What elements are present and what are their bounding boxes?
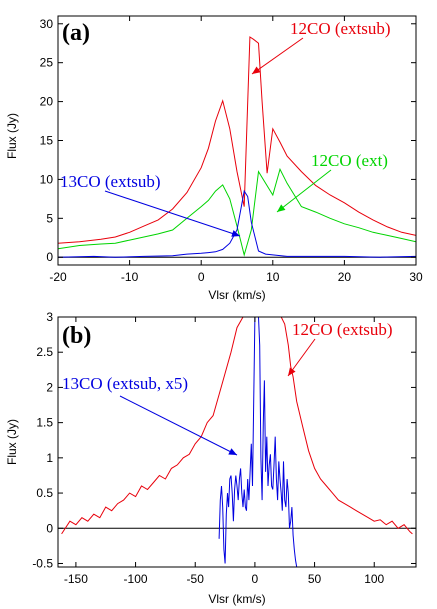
arrow-head xyxy=(252,66,261,74)
arrow-head xyxy=(277,204,286,212)
series-line-13co-extsub xyxy=(58,189,416,258)
x-tick-label: 50 xyxy=(308,572,322,586)
x-tick-label: 0 xyxy=(252,572,259,586)
series-line-12co-extsub xyxy=(58,36,416,244)
y-tick-label: 0.5 xyxy=(36,486,53,500)
y-tick-label: 5 xyxy=(46,211,53,225)
series-line-13co-extsub-x5 xyxy=(218,317,298,567)
annotation-label: 12CO (ext) xyxy=(311,151,388,170)
x-tick-label: 30 xyxy=(409,270,423,284)
y-tick-label: 2 xyxy=(46,380,53,394)
annotation-arrow xyxy=(276,169,332,213)
y-tick-label: 0 xyxy=(46,250,53,264)
y-tick-label: -0.5 xyxy=(32,556,53,570)
x-tick-label: -100 xyxy=(124,572,148,586)
x-axis-label: Vlsr (km/s) xyxy=(208,288,265,302)
y-tick-label: 1 xyxy=(46,451,53,465)
y-axis-label: Flux (Jy) xyxy=(5,113,19,159)
annotation-label: 12CO (extsub) xyxy=(292,320,393,339)
x-tick-label: -150 xyxy=(64,572,88,586)
y-axis-label: Flux (Jy) xyxy=(5,419,19,465)
series-line-12co-ext xyxy=(58,167,416,257)
chart-panel-b: -0.5 0 0.5 1 1.5 2 2.5 3 -150 -100 -50 0 50 100 Vlsr (… xyxy=(5,310,417,606)
y-tick-label: 2.5 xyxy=(36,345,53,359)
y-tick-label: 30 xyxy=(40,17,54,31)
annotation-arrow xyxy=(251,37,304,75)
y-tick-label: 25 xyxy=(40,56,54,70)
plot-frame xyxy=(57,316,417,568)
x-tick-label: 20 xyxy=(338,270,352,284)
x-tick-label: 0 xyxy=(198,270,205,284)
annotation-label: 12CO (extsub) xyxy=(290,19,391,38)
y-tick-label: 15 xyxy=(40,134,54,148)
annotation-arrow xyxy=(104,190,241,237)
annotation-label: 13CO (extsub, x5) xyxy=(62,374,188,393)
arrow-head xyxy=(288,367,296,376)
annotation-arrow xyxy=(119,395,238,456)
annotation-label: 13CO (extsub) xyxy=(60,172,161,191)
x-tick-label: -50 xyxy=(187,572,205,586)
x-tick-label: 10 xyxy=(266,270,280,284)
x-axis-label: Vlsr (km/s) xyxy=(208,592,265,606)
y-tick-label: 0 xyxy=(46,521,53,535)
y-tick-label: 3 xyxy=(46,310,53,324)
panel-label: (a) xyxy=(62,20,90,46)
panel-label: (b) xyxy=(62,323,91,349)
arrow-head xyxy=(231,230,240,237)
y-tick-label: 20 xyxy=(40,95,54,109)
x-tick-label: -20 xyxy=(49,270,67,284)
series-line-12co-extsub xyxy=(61,317,413,535)
y-tick-label: 10 xyxy=(40,172,54,186)
x-tick-label: -10 xyxy=(121,270,139,284)
arrow-head xyxy=(228,448,237,455)
y-tick-label: 1.5 xyxy=(36,416,53,430)
chart-panel-a: 0 5 10 15 20 25 30 -20 -10 0 10 20 30 Vlsr (km/s) Flux… xyxy=(5,15,423,302)
x-tick-label: 100 xyxy=(364,572,384,586)
